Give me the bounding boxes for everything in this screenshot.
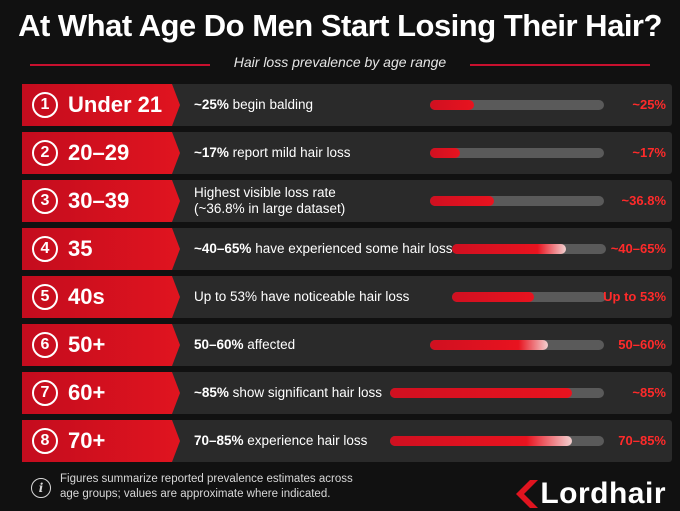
progress-track xyxy=(390,388,604,398)
age-label: 70+ xyxy=(68,428,106,453)
row-number: 4 xyxy=(32,236,58,262)
progress-fill xyxy=(430,340,549,350)
row-description: Highest visible loss rate (~36.8% in larg… xyxy=(194,185,346,216)
age-badge: 7 60+ xyxy=(22,372,180,414)
age-label: 50+ xyxy=(68,332,106,357)
progress-fill xyxy=(390,436,572,446)
age-label: 35 xyxy=(68,236,93,261)
progress-track xyxy=(452,292,606,302)
row-number: 2 xyxy=(32,140,58,166)
row-description: ~25% begin balding xyxy=(194,97,313,112)
progress-fill xyxy=(452,244,566,254)
age-row-3: 3 30–39 Highest visible loss rate (~36.8%… xyxy=(22,180,672,222)
row-number: 7 xyxy=(32,380,58,406)
age-badge: 4 35 xyxy=(22,228,180,270)
percent-label: ~40–65% xyxy=(610,241,666,256)
row-description: Up to 53% have noticeable hair loss xyxy=(194,289,410,304)
row-number: 8 xyxy=(32,428,58,454)
age-badge: 1 Under 21 xyxy=(22,84,180,126)
row-description: ~40–65% have experienced some hair loss xyxy=(194,241,453,256)
brand-name: Lordhair xyxy=(540,477,666,510)
row-description: 70–85% experience hair loss xyxy=(194,433,368,448)
row-number: 5 xyxy=(32,284,58,310)
age-row-2: 2 20–29 ~17% report mild hair loss ~17% xyxy=(22,132,672,174)
age-label: 60+ xyxy=(68,380,106,405)
progress-fill xyxy=(430,100,474,110)
row-description: 50–60% affected xyxy=(194,337,296,352)
percent-label: 50–60% xyxy=(618,337,666,352)
progress-fill xyxy=(452,292,534,302)
subtitle-bar: Hair loss prevalence by age range xyxy=(30,54,650,74)
footer-note-text: Figures summarize reported prevalence es… xyxy=(60,473,353,500)
row-description: ~17% report mild hair loss xyxy=(194,145,351,160)
row-number: 3 xyxy=(32,188,58,214)
info-icon: i xyxy=(31,478,51,498)
age-badge: 2 20–29 xyxy=(22,132,180,174)
logo-chevron-icon xyxy=(516,480,539,508)
age-label: 30–39 xyxy=(68,188,130,213)
progress-track xyxy=(452,244,606,254)
row-number: 6 xyxy=(32,332,58,358)
age-badge: 6 50+ xyxy=(22,324,180,366)
subtitle-divider-left xyxy=(30,64,210,66)
age-rows: 1 Under 21 ~25% begin balding ~25% 2 20–… xyxy=(22,84,672,468)
percent-label: Up to 53% xyxy=(603,289,666,304)
row-number: 1 xyxy=(32,92,58,118)
age-label: 40s xyxy=(68,284,105,309)
percent-label: 70–85% xyxy=(618,433,666,448)
percent-label: ~36.8% xyxy=(621,193,666,208)
subtitle-divider-right xyxy=(470,64,650,66)
age-badge: 8 70+ xyxy=(22,420,180,462)
age-label: Under 21 xyxy=(68,92,163,117)
age-label: 20–29 xyxy=(68,140,130,165)
progress-track xyxy=(430,100,604,110)
age-row-4: 4 35 ~40–65% have experienced some hair … xyxy=(22,228,672,270)
percent-label: ~17% xyxy=(632,145,666,160)
age-badge: 3 30–39 xyxy=(22,180,180,222)
age-row-8: 8 70+ 70–85% experience hair loss 70–85% xyxy=(22,420,672,462)
progress-track xyxy=(430,148,604,158)
brand-logo: Lordhair xyxy=(516,477,666,510)
progress-fill xyxy=(430,148,460,158)
progress-track xyxy=(390,436,604,446)
subtitle: Hair loss prevalence by age range xyxy=(233,54,447,70)
age-row-7: 7 60+ ~85% show significant hair loss ~8… xyxy=(22,372,672,414)
page-title: At What Age Do Men Start Losing Their Ha… xyxy=(18,8,662,43)
progress-fill xyxy=(390,388,572,398)
age-row-6: 6 50+ 50–60% affected 50–60% xyxy=(22,324,672,366)
age-row-5: 5 40s Up to 53% have noticeable hair los… xyxy=(22,276,672,318)
percent-label: ~25% xyxy=(632,97,666,112)
row-description: ~85% show significant hair loss xyxy=(194,385,382,400)
progress-track xyxy=(430,340,604,350)
progress-fill xyxy=(430,196,495,206)
percent-label: ~85% xyxy=(632,385,666,400)
age-row-1: 1 Under 21 ~25% begin balding ~25% xyxy=(22,84,672,126)
age-badge: 5 40s xyxy=(22,276,180,318)
progress-track xyxy=(430,196,604,206)
